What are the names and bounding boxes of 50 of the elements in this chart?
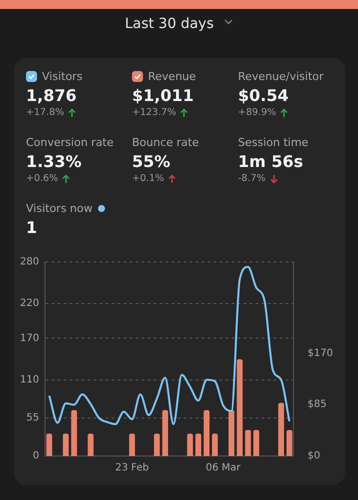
bar: [162, 410, 168, 456]
bar: [46, 434, 52, 456]
text: Revenue/visitor: [238, 70, 324, 83]
text: $1,011: [132, 86, 195, 105]
x-tick-label: 23 Feb: [115, 462, 149, 474]
bar: [286, 430, 292, 456]
text: Conversion rate: [26, 136, 114, 149]
bar: [195, 434, 202, 456]
y-tick-label: 110: [20, 374, 40, 386]
y-tick-label: 170: [20, 332, 40, 344]
bar: [278, 402, 284, 456]
bar: [253, 430, 260, 456]
text: +89.9%: [238, 107, 276, 118]
text: $0.54: [238, 86, 290, 105]
text: 55%: [132, 152, 172, 171]
bar: [129, 434, 135, 456]
bar: [236, 359, 243, 456]
text: Session time: [238, 136, 308, 149]
line-series: [48, 266, 290, 426]
text: 1,876: [26, 86, 78, 105]
y-tick-label: 280: [20, 256, 40, 268]
text: +123.7%: [132, 107, 176, 118]
text: +0.6%: [26, 173, 58, 184]
y-tick-label: 0: [32, 450, 40, 462]
text: 1: [26, 218, 38, 237]
text: 1.33%: [26, 152, 83, 171]
bar: [154, 434, 160, 456]
bar: [228, 410, 234, 456]
y2-tick-label: $170: [308, 348, 334, 359]
text: +17.8%: [26, 107, 64, 118]
text: +0.1%: [132, 173, 164, 184]
y-tick-label: 220: [20, 298, 40, 310]
bar: [62, 434, 69, 456]
bar: [212, 434, 218, 456]
x-tick-label: 06 Mar: [206, 462, 242, 474]
y2-tick-label: $0: [308, 450, 320, 462]
legend-label: Revenue: [148, 70, 196, 83]
chart-title: Last 30 days: [124, 16, 214, 32]
legend-label: Visitors: [42, 70, 82, 83]
text: Bounce rate: [132, 136, 199, 149]
bar: [187, 434, 193, 456]
bar: [204, 410, 210, 456]
text: Visitors now: [26, 202, 93, 215]
text: -8.7%: [238, 173, 266, 184]
bar: [245, 430, 251, 456]
text: 1m 56s: [238, 152, 304, 171]
y-tick-label: 55: [26, 412, 40, 424]
bar: [71, 410, 77, 456]
bar: [88, 434, 94, 456]
y2-tick-label: $85: [308, 399, 327, 410]
